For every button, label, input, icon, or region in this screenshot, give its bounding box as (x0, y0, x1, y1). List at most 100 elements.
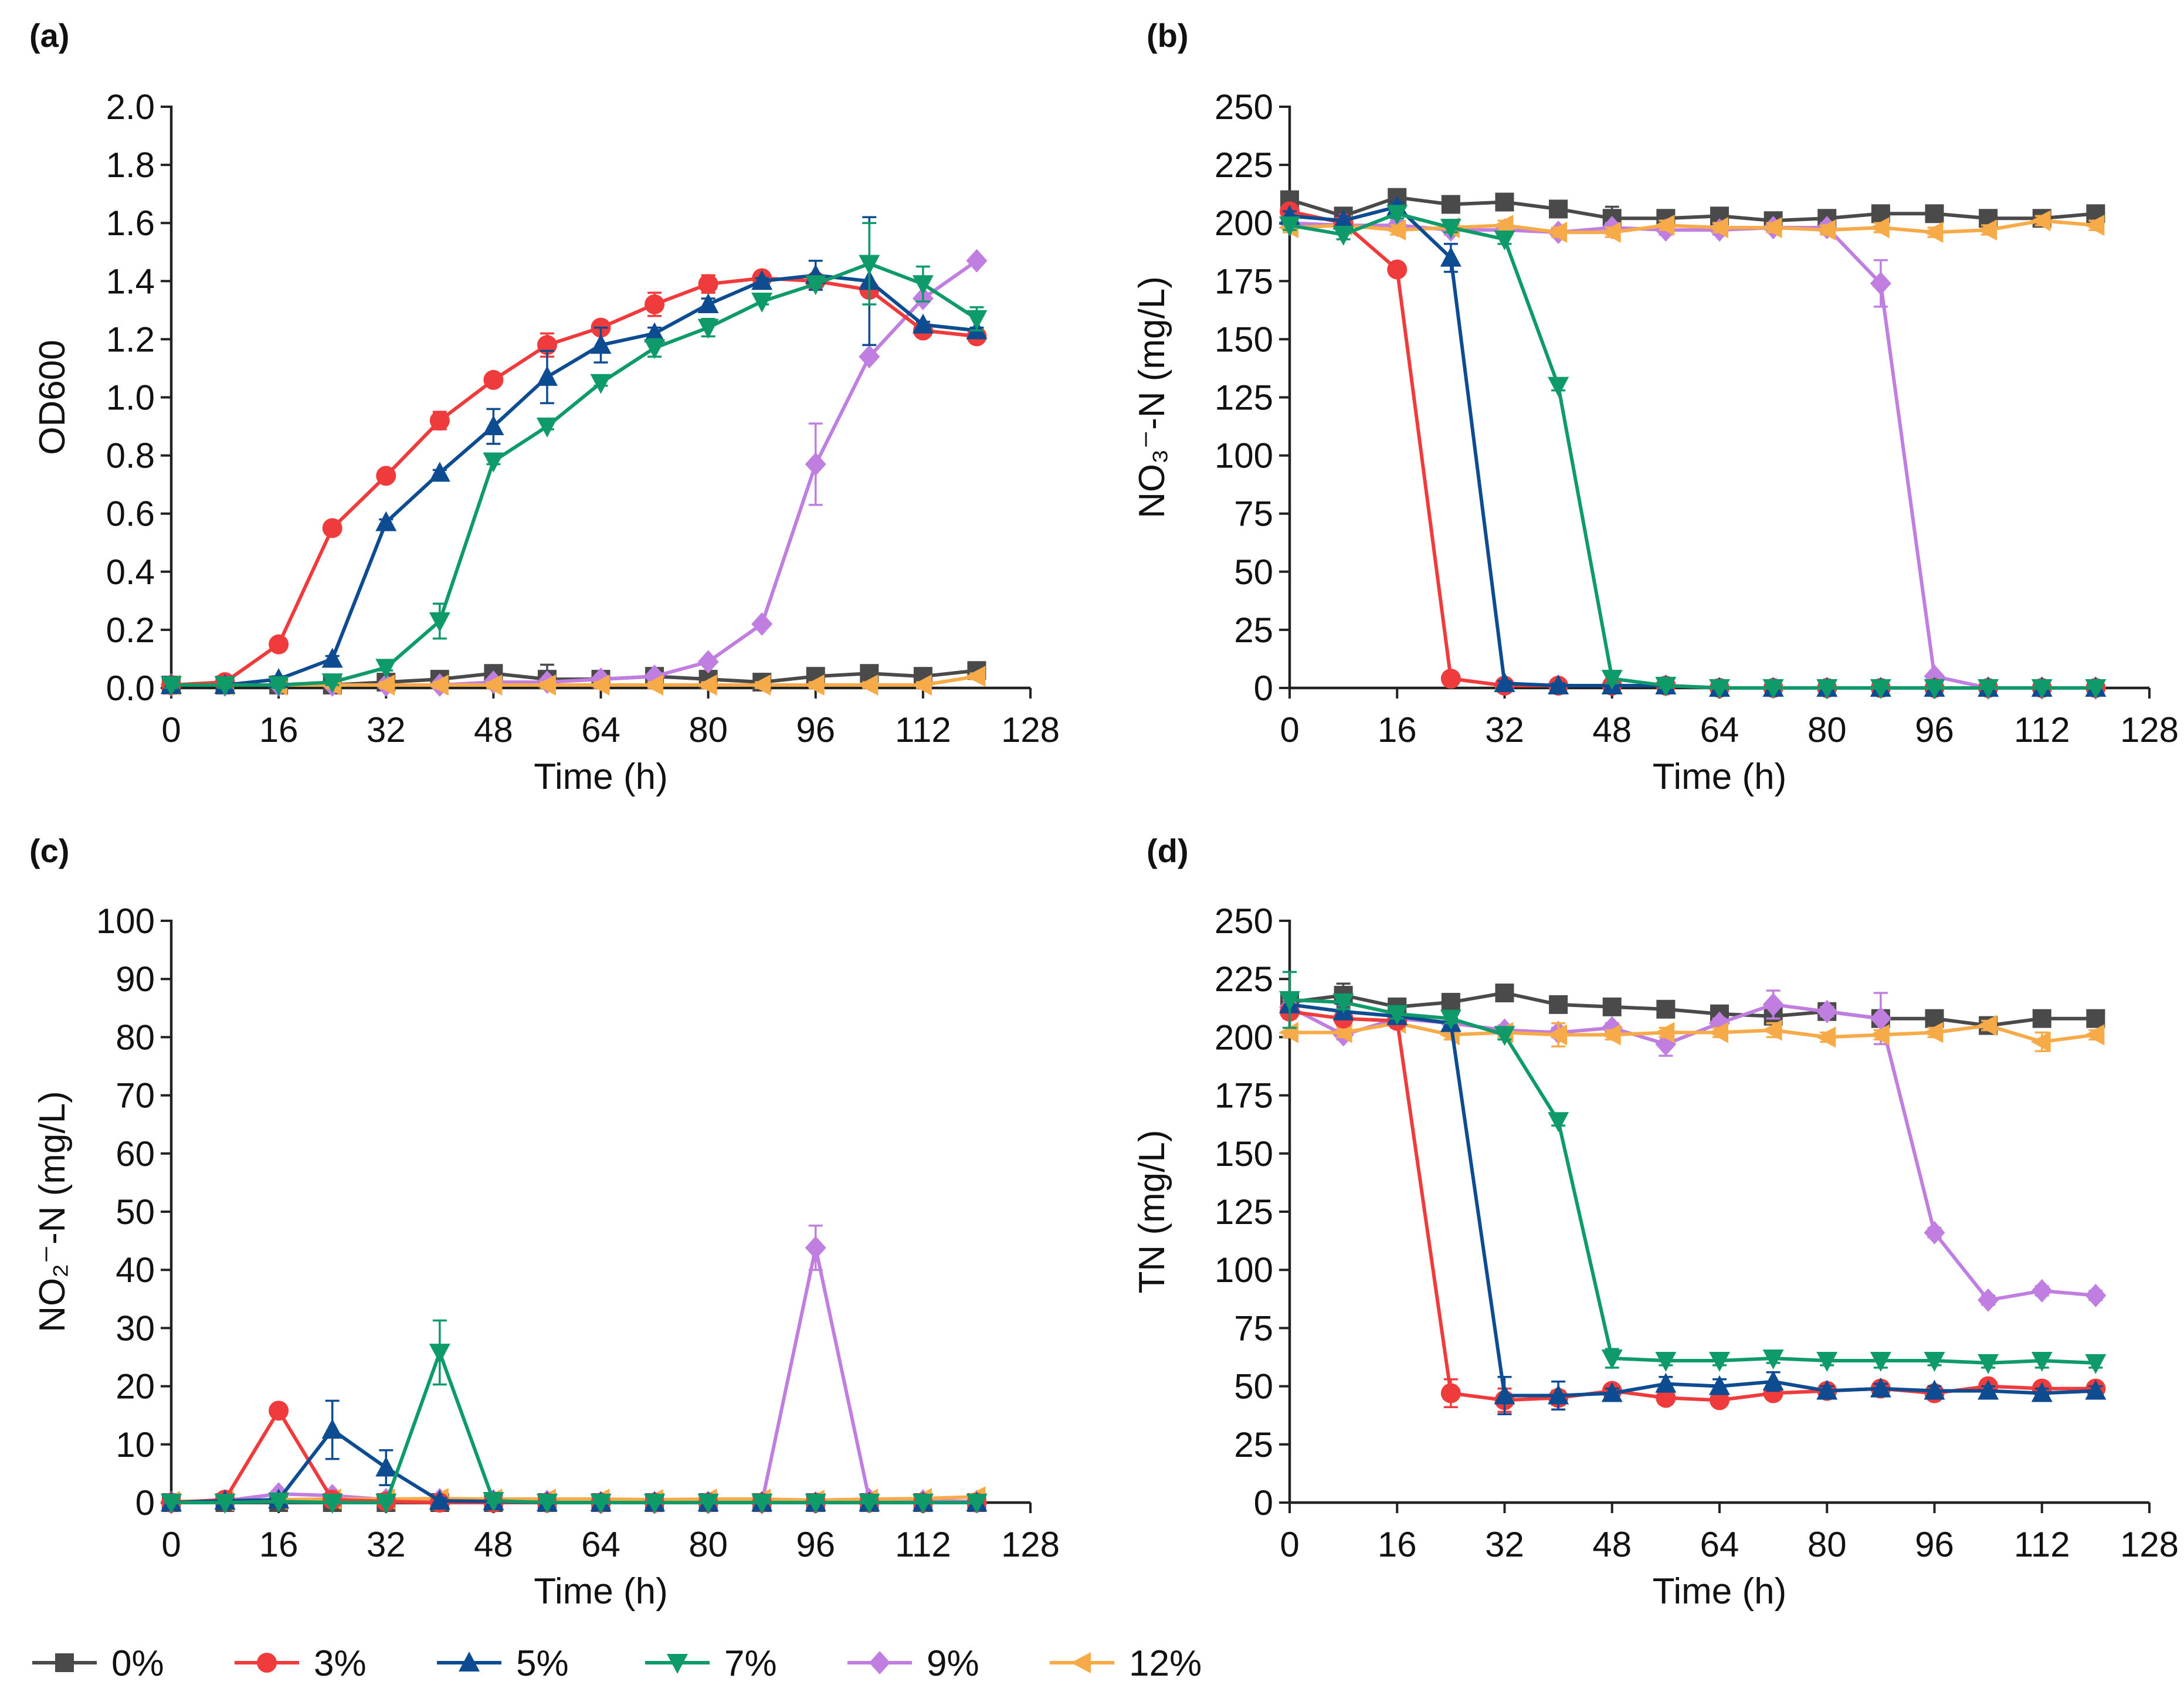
data-point (1762, 1019, 1782, 1041)
series-line (171, 259, 978, 687)
legend-label: 5% (516, 1643, 569, 1684)
data-point (375, 659, 397, 679)
data-point (805, 452, 826, 476)
data-point (1386, 205, 1408, 225)
data-point (429, 411, 450, 431)
data-point (1494, 672, 1515, 693)
data-point (429, 1490, 450, 1510)
data-point (697, 1494, 719, 1514)
data-point (1440, 1383, 1461, 1403)
y-tick-label: 100 (1215, 1250, 1273, 1290)
data-point (912, 313, 934, 334)
y-axis-title: NO₃⁻-N (mg/L) (1132, 276, 1172, 518)
data-point (1332, 993, 1354, 1013)
data-point (1978, 1379, 1999, 1400)
y-tick-label: 200 (1215, 204, 1273, 243)
data-point (1548, 1112, 1569, 1133)
data-point (644, 322, 666, 343)
x-tick-label: 0 (1280, 1525, 1299, 1564)
data-point (2085, 1283, 2107, 1307)
data-point (1602, 997, 1622, 1016)
data-point (2084, 1024, 2105, 1046)
data-point (1332, 226, 1354, 246)
x-tick-label: 16 (259, 710, 299, 750)
x-tick-label: 64 (581, 710, 620, 750)
data-point (698, 274, 718, 294)
data-point (2031, 1351, 2053, 1372)
data-point (1869, 1024, 1890, 1046)
data-point (1978, 1354, 1999, 1374)
data-point (375, 511, 397, 531)
data-point (269, 1401, 289, 1421)
data-point (1601, 670, 1623, 690)
data-point (269, 634, 289, 655)
series-line (1289, 209, 2096, 690)
data-point (643, 674, 664, 696)
x-tick-label: 112 (2014, 1525, 2070, 1564)
series-9pct (1279, 211, 2107, 700)
data-point (1654, 215, 1675, 236)
panel-label: (d) (1147, 832, 1189, 869)
data-point (1870, 1377, 1891, 1398)
y-tick-label: 0.4 (106, 552, 155, 592)
y-tick-label: 75 (1234, 494, 1273, 534)
legend-marker (459, 1652, 480, 1672)
y-tick-label: 175 (1215, 1076, 1273, 1116)
data-point (2032, 1009, 2051, 1028)
x-tick-label: 32 (367, 1525, 406, 1564)
data-point (1495, 192, 1514, 212)
y-tick-label: 0.0 (106, 669, 155, 708)
data-point (590, 374, 612, 394)
x-tick-label: 128 (1001, 1525, 1060, 1564)
data-point (1655, 677, 1677, 697)
data-point (536, 365, 558, 386)
y-tick-label: 25 (1234, 1425, 1273, 1464)
data-point (1816, 1379, 1838, 1400)
panel-label: (b) (1147, 17, 1189, 54)
legend: 0% 3% 5% 7% 9% 12% (32, 1643, 1202, 1684)
series-7pct (161, 1319, 988, 1514)
data-point (1656, 999, 1676, 1019)
data-point (1548, 674, 1569, 695)
data-point (1816, 219, 1836, 241)
data-point (321, 1494, 343, 1514)
legend-marker (257, 1653, 277, 1673)
data-point (2030, 1031, 2051, 1053)
y-tick-label: 0.6 (106, 494, 155, 534)
data-point (2031, 1279, 2053, 1303)
data-point (1440, 669, 1461, 689)
x-tick-label: 112 (895, 1525, 951, 1564)
series-9pct (1279, 989, 2107, 1312)
data-point (805, 1236, 826, 1260)
legend-item: 5% (437, 1643, 569, 1684)
data-point (375, 1494, 397, 1514)
series-line (1289, 1009, 2096, 1402)
data-point (1440, 246, 1461, 267)
data-point (912, 275, 934, 296)
data-point (1387, 259, 1408, 280)
data-point (2084, 215, 2105, 236)
x-tick-label: 80 (1807, 710, 1847, 750)
legend-label: 7% (724, 1643, 777, 1684)
series-5pct (161, 216, 988, 694)
legend-label: 12% (1129, 1643, 1202, 1684)
data-point (858, 674, 879, 696)
data-point (645, 294, 665, 314)
y-tick-label: 200 (1215, 1018, 1273, 1057)
data-point (1601, 1349, 1623, 1369)
y-tick-label: 80 (116, 1018, 155, 1057)
y-tick-label: 125 (1215, 1192, 1273, 1232)
data-point (483, 369, 504, 390)
y-tick-label: 225 (1215, 145, 1273, 185)
data-point (1494, 230, 1515, 250)
data-point (1762, 1349, 1784, 1369)
data-point (161, 1494, 182, 1514)
y-tick-label: 75 (1234, 1308, 1273, 1348)
series-3pct (1280, 201, 2106, 698)
y-tick-label: 60 (116, 1134, 155, 1174)
y-tick-label: 0 (1254, 669, 1273, 708)
data-point (1600, 1024, 1621, 1046)
x-tick-label: 48 (474, 710, 513, 750)
y-tick-label: 250 (1215, 87, 1273, 127)
